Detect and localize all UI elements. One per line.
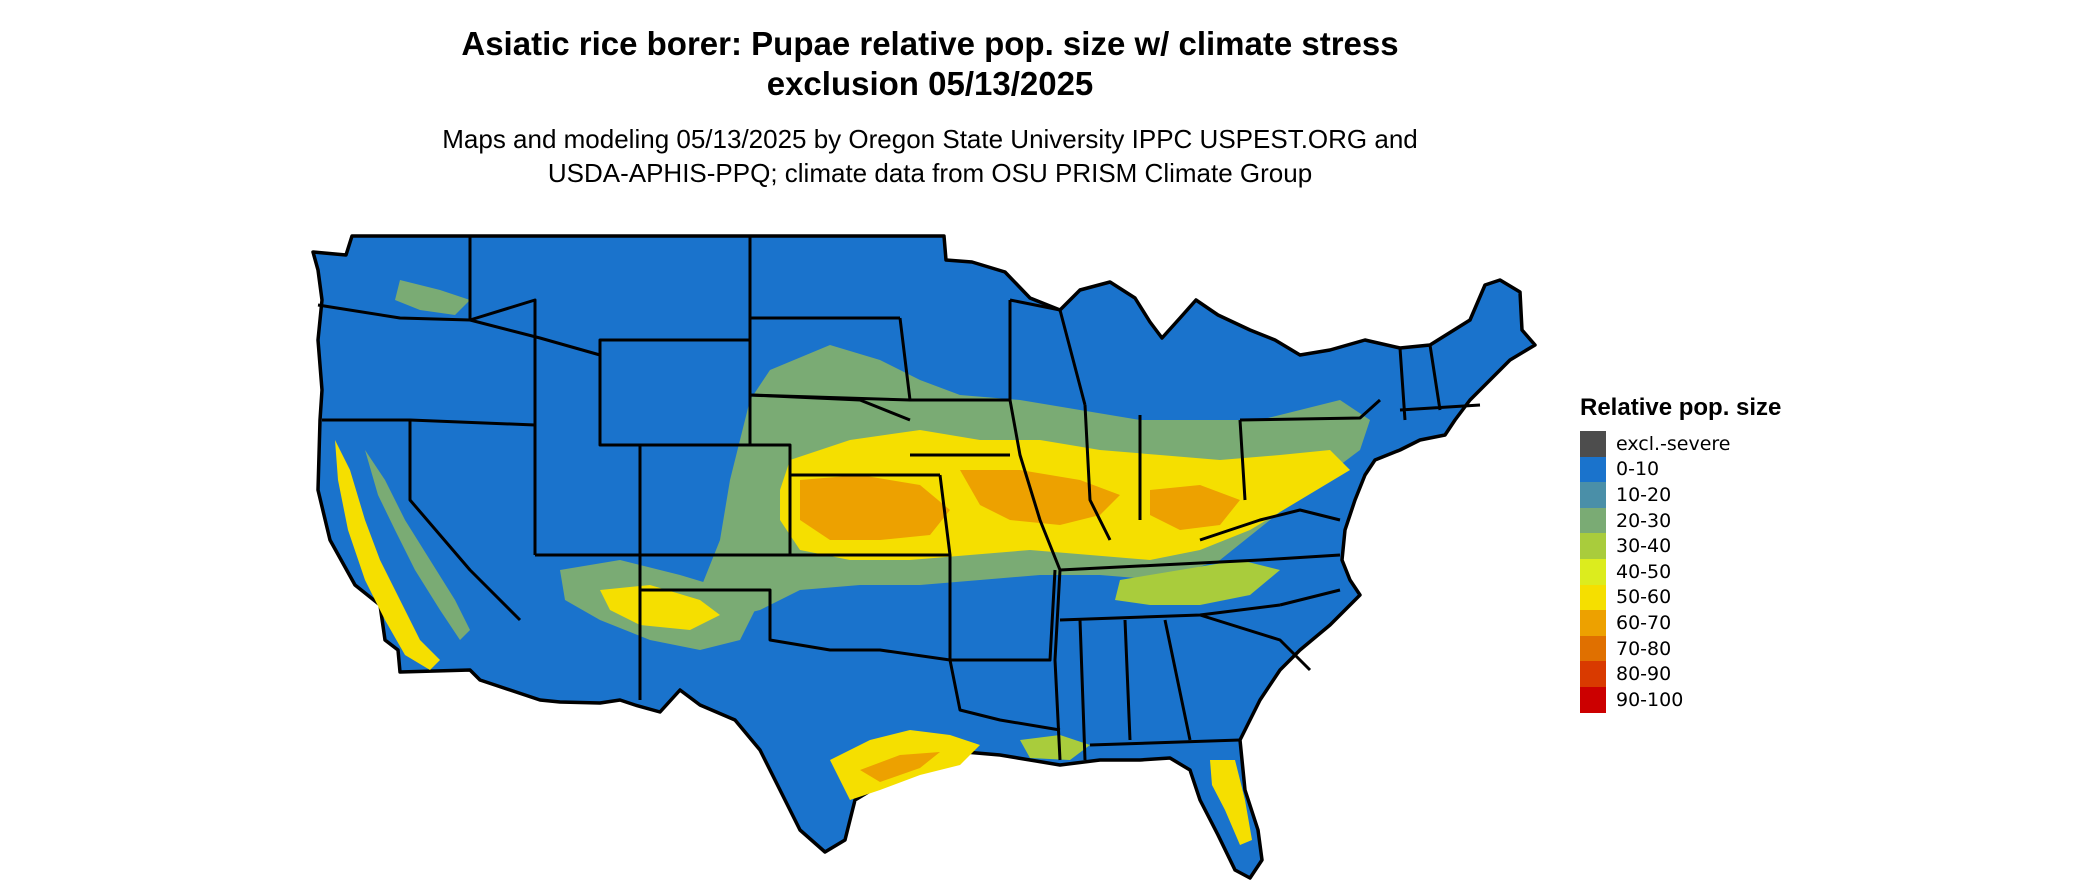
- border-il-in: [1083, 404, 1112, 541]
- legend-swatch: [1580, 610, 1606, 636]
- border-co-ks: [640, 443, 792, 557]
- border-la: [948, 659, 1061, 732]
- suitability-zones: [335, 280, 1370, 845]
- legend-swatch: [1580, 482, 1606, 508]
- border-ok-tx: [640, 588, 951, 662]
- zone-50-60-florida: [1210, 760, 1252, 845]
- legend-swatch: [1580, 686, 1606, 713]
- legend-label: 30-40: [1616, 535, 1672, 558]
- zone-60-70-midwest: [960, 470, 1120, 525]
- map-subtitle: Maps and modeling 05/13/2025 by Oregon S…: [0, 122, 1860, 190]
- legend-label: 20-30: [1616, 509, 1672, 532]
- zone-50-60-west-coast: [335, 440, 440, 670]
- legend-label: 10-20: [1616, 483, 1672, 506]
- border-ca-nv: [408, 420, 522, 622]
- map-title-line-2: exclusion 05/13/2025: [766, 65, 1094, 102]
- legend-swatch: [1580, 584, 1606, 611]
- legend-item: 40-50: [1580, 558, 1880, 585]
- map-title-line-1: Asiatic rice borer: Pupae relative pop. …: [461, 25, 1399, 62]
- legend-label: 60-70: [1616, 611, 1672, 634]
- zone-60-70-ohio-valley: [1150, 485, 1240, 530]
- zone-60-70-texas-coast: [860, 752, 940, 782]
- legend-label: 50-60: [1616, 586, 1672, 609]
- legend-item: 10-20: [1580, 482, 1880, 508]
- legend-swatch: [1580, 533, 1606, 559]
- legend-label: 0-10: [1616, 458, 1660, 481]
- us-map: [311, 234, 1537, 880]
- legend-item: 80-90: [1580, 661, 1880, 687]
- legend-swatch: [1580, 431, 1606, 457]
- border-wi-mi: [1009, 298, 1087, 406]
- border-sd-ne: [749, 393, 911, 422]
- legend-swatch: [1580, 507, 1606, 534]
- border-ms-al-ga: [1078, 619, 1192, 761]
- legend-item: 20-30: [1580, 507, 1880, 534]
- legend-swatch: [1580, 456, 1606, 483]
- legend-items: excl.-severe 0-10 10-20 20-30 30-40 40-50 50-6…: [1580, 431, 1880, 713]
- legend-label: 70-80: [1616, 637, 1672, 660]
- border-pa-ny: [1239, 398, 1382, 422]
- zone-30-40-gulf: [1020, 735, 1090, 760]
- map-subtitle-line-2: USDA-APHIS-PPQ; climate data from OSU PR…: [547, 158, 1313, 188]
- border-va: [1199, 508, 1341, 542]
- border-new-england: [1398, 344, 1481, 421]
- legend-swatch: [1580, 661, 1606, 687]
- border-wa-or: [317, 303, 471, 322]
- legend-swatch: [1580, 558, 1606, 585]
- legend-title: Relative pop. size: [1580, 394, 1782, 421]
- legend-label: 40-50: [1616, 560, 1672, 583]
- border-mississippi: [1008, 300, 1062, 761]
- zone-20-30-central-valley: [365, 450, 470, 640]
- legend-label: 80-90: [1616, 663, 1672, 686]
- legend-swatch: [1580, 635, 1606, 662]
- map-subtitle-line-1: Maps and modeling 05/13/2025 by Oregon S…: [442, 124, 1418, 154]
- legend-item: 60-70: [1580, 610, 1880, 636]
- zone-20-30-northwest: [395, 280, 470, 315]
- legend-item: 90-100: [1580, 686, 1880, 713]
- legend: Relative pop. size excl.-severe 0-10 10-20…: [1580, 393, 1880, 713]
- zone-50-60-southwest: [600, 585, 720, 630]
- zone-30-40-southeast: [1115, 560, 1280, 605]
- legend-item: 50-60: [1580, 584, 1880, 611]
- legend-item: 0-10: [1580, 456, 1880, 483]
- state-boundaries: [317, 236, 1481, 761]
- border-oh-pa: [1238, 419, 1247, 501]
- border-mn-ia: [898, 317, 1010, 402]
- zone-60-70-kansas: [800, 475, 950, 540]
- border-carolinas: [1199, 588, 1341, 672]
- legend-item: excl.-severe: [1580, 431, 1880, 457]
- border-ky-tn: [1059, 553, 1341, 572]
- legend-item: 30-40: [1580, 533, 1880, 559]
- legend-label: excl.-severe: [1616, 432, 1731, 455]
- legend-item: 70-80: [1580, 635, 1880, 662]
- legend-label: 90-100: [1616, 688, 1684, 711]
- border-fl: [1089, 738, 1241, 747]
- map-title: Asiatic rice borer: Pupae relative pop. …: [0, 24, 1860, 104]
